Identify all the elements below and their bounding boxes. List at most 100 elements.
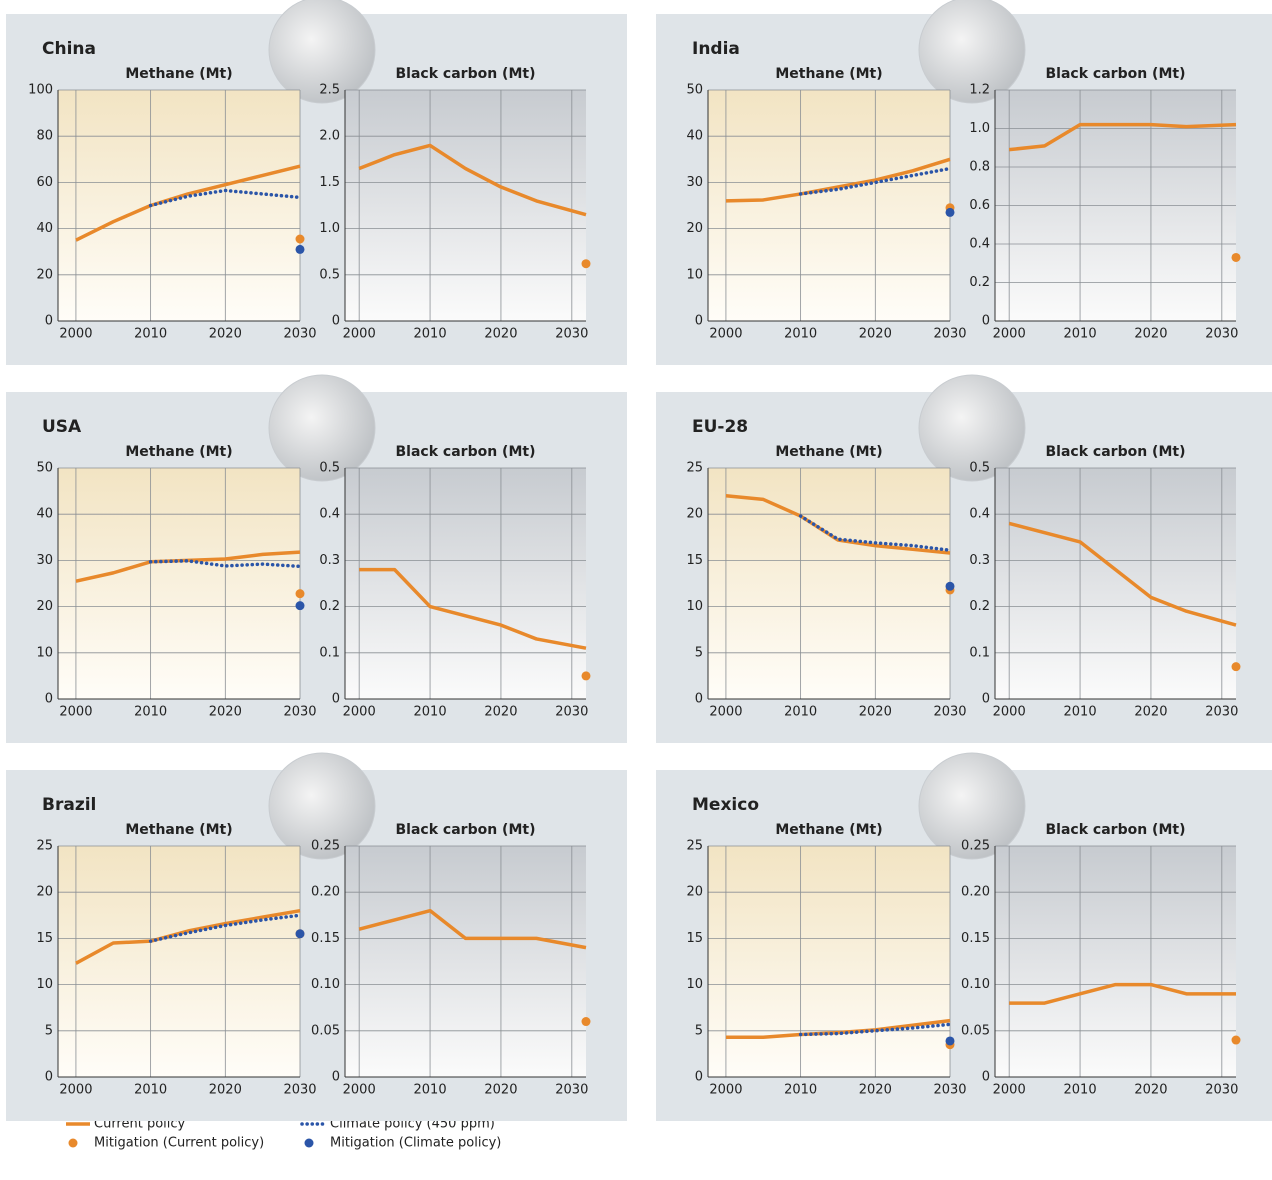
mitigation-point	[296, 589, 305, 598]
y-tick-label: 20	[36, 267, 53, 282]
y-tick-label: 0	[45, 692, 53, 707]
x-tick-label: 2000	[709, 1083, 742, 1098]
legend-swatch	[69, 1139, 78, 1148]
legend-label: Mitigation (Current policy)	[94, 1136, 264, 1151]
x-tick-label: 2030	[283, 1083, 316, 1098]
x-tick-label: 2030	[1205, 1083, 1238, 1098]
x-tick-label: 2010	[1064, 705, 1097, 720]
y-tick-label: 0	[982, 692, 990, 707]
x-tick-label: 2020	[1134, 705, 1167, 720]
y-tick-label: 60	[36, 175, 53, 190]
x-tick-label: 2010	[134, 327, 167, 342]
chart-title: Methane (Mt)	[125, 66, 232, 82]
y-tick-label: 25	[36, 839, 53, 854]
y-tick-label: 30	[36, 553, 53, 568]
y-tick-label: 40	[36, 507, 53, 522]
x-tick-label: 2020	[209, 1083, 242, 1098]
y-tick-label: 1.0	[969, 121, 990, 136]
chart-title: Black carbon (Mt)	[1046, 444, 1186, 460]
country-name: India	[692, 39, 740, 59]
x-tick-label: 2030	[1205, 705, 1238, 720]
country-name: EU-28	[692, 417, 748, 437]
y-tick-label: 20	[36, 599, 53, 614]
y-tick-label: 15	[686, 553, 703, 568]
mitigation-point	[296, 929, 305, 938]
y-tick-label: 10	[686, 977, 703, 992]
x-tick-label: 2020	[1134, 327, 1167, 342]
y-tick-label: 0.6	[969, 198, 990, 213]
y-tick-label: 20	[686, 507, 703, 522]
mitigation-point	[296, 234, 305, 243]
y-tick-label: 15	[686, 931, 703, 946]
x-tick-label: 2010	[414, 705, 447, 720]
y-tick-label: 0.5	[319, 461, 340, 476]
y-tick-label: 80	[36, 129, 53, 144]
mitigation-point	[946, 1036, 955, 1045]
plot-area	[995, 468, 1236, 699]
x-tick-label: 2000	[343, 327, 376, 342]
y-tick-label: 50	[36, 461, 53, 476]
y-tick-label: 0.15	[311, 931, 340, 946]
y-tick-label: 0	[695, 314, 703, 329]
y-tick-label: 0.2	[319, 599, 340, 614]
x-tick-label: 2000	[709, 705, 742, 720]
x-tick-label: 2030	[933, 1083, 966, 1098]
chart-title: Methane (Mt)	[775, 66, 882, 82]
y-tick-label: 1.5	[319, 175, 340, 190]
x-tick-label: 2030	[933, 705, 966, 720]
legend-label: Mitigation (Climate policy)	[330, 1136, 501, 1151]
y-tick-label: 15	[36, 931, 53, 946]
y-tick-label: 5	[45, 1023, 53, 1038]
figure: Current policyClimate policy (450 ppm)Mi…	[0, 0, 1272, 1180]
y-tick-label: 40	[686, 129, 703, 144]
y-tick-label: 20	[36, 885, 53, 900]
y-tick-label: 10	[36, 977, 53, 992]
y-tick-label: 0.5	[969, 461, 990, 476]
y-tick-label: 50	[686, 83, 703, 98]
x-tick-label: 2010	[414, 327, 447, 342]
plot-area	[58, 468, 300, 699]
mitigation-point	[296, 245, 305, 254]
plot-area	[58, 846, 300, 1077]
mitigation-point	[582, 671, 591, 680]
x-tick-label: 2020	[484, 327, 517, 342]
x-tick-label: 2020	[1134, 1083, 1167, 1098]
chart-title: Methane (Mt)	[775, 822, 882, 838]
x-tick-label: 2010	[1064, 327, 1097, 342]
legend: Current policyClimate policy (450 ppm)Mi…	[66, 1117, 501, 1151]
y-tick-label: 5	[695, 1023, 703, 1038]
plot-area	[345, 846, 586, 1077]
country-name: Brazil	[42, 795, 96, 815]
x-tick-label: 2030	[555, 327, 588, 342]
mitigation-point	[1232, 1036, 1241, 1045]
chart-title: Methane (Mt)	[125, 822, 232, 838]
plot-area	[345, 468, 586, 699]
y-tick-label: 0.8	[969, 160, 990, 175]
y-tick-label: 0.3	[319, 553, 340, 568]
x-tick-label: 2000	[343, 1083, 376, 1098]
plot-area	[708, 90, 950, 321]
x-tick-label: 2000	[59, 1083, 92, 1098]
y-tick-label: 0	[695, 1070, 703, 1085]
x-tick-label: 2000	[343, 705, 376, 720]
plot-area	[708, 846, 950, 1077]
y-tick-label: 0	[332, 1070, 340, 1085]
x-tick-label: 2000	[59, 327, 92, 342]
x-tick-label: 2010	[784, 1083, 817, 1098]
y-tick-label: 0.20	[311, 885, 340, 900]
y-tick-label: 0.4	[319, 507, 340, 522]
y-tick-label: 0.15	[961, 931, 990, 946]
chart-title: Black carbon (Mt)	[396, 66, 536, 82]
x-tick-label: 2030	[283, 705, 316, 720]
y-tick-label: 0.1	[969, 645, 990, 660]
x-tick-label: 2020	[209, 327, 242, 342]
x-tick-label: 2000	[993, 1083, 1026, 1098]
y-tick-label: 25	[686, 839, 703, 854]
x-tick-label: 2000	[709, 327, 742, 342]
y-tick-label: 0.2	[969, 599, 990, 614]
x-tick-label: 2000	[993, 327, 1026, 342]
mitigation-point	[1232, 662, 1241, 671]
chart-title: Methane (Mt)	[125, 444, 232, 460]
y-tick-label: 0.25	[961, 839, 990, 854]
y-tick-label: 0.25	[311, 839, 340, 854]
